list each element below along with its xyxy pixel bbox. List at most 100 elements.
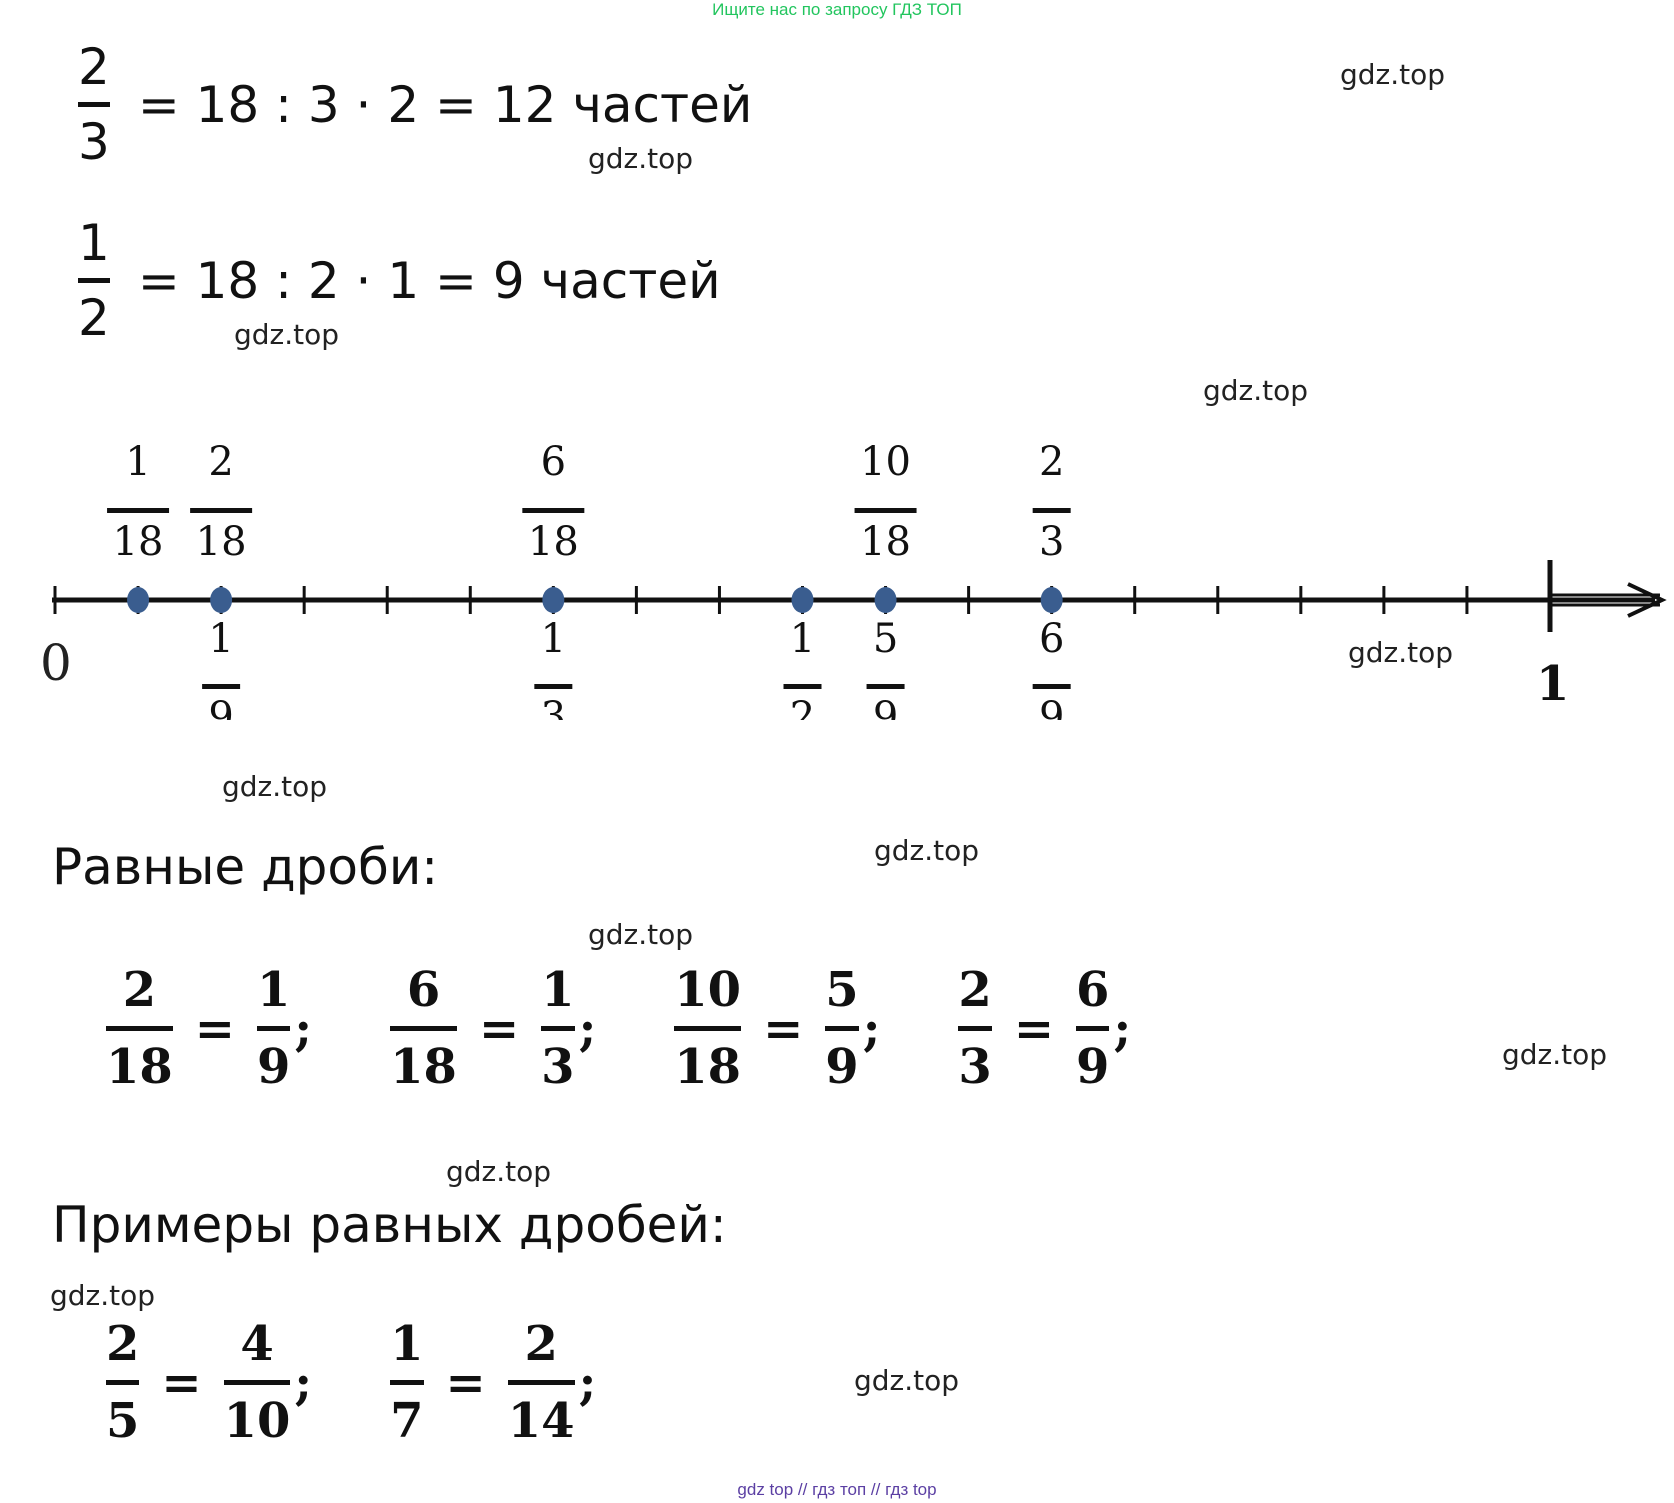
equal-fractions-row: 2 18 = 1 9; 6 18 = 1 3; 10 18 = 5 9; 2 3 = 6 9;: [106, 962, 1131, 1095]
denominator: 18: [390, 1039, 457, 1095]
watermark: gdz.top: [50, 1279, 156, 1312]
denominator: 5: [106, 1393, 140, 1449]
equals-sign: =: [763, 1000, 804, 1057]
numerator: 10: [860, 439, 911, 485]
point: [791, 587, 814, 613]
denominator: 18: [674, 1039, 742, 1095]
fraction-bar: [866, 684, 905, 689]
watermark: gdz.top: [874, 834, 980, 867]
numerator: 6: [406, 962, 441, 1018]
fraction-bar: [257, 1026, 291, 1031]
calc-line-1: 2 3 = 18 : 3 · 2 = 12 частей: [78, 42, 752, 167]
denominator: 7: [390, 1393, 424, 1449]
watermark: gdz.top: [234, 318, 340, 351]
separator: ;: [294, 1000, 313, 1057]
fraction-bar: [1032, 684, 1071, 689]
denominator: 9: [873, 694, 898, 720]
denominator: 18: [196, 519, 247, 565]
fraction-label: 10 18: [854, 439, 917, 565]
numerator: 2: [208, 439, 233, 485]
numerator: 1: [208, 616, 233, 662]
numerator: 1: [125, 439, 150, 485]
denominator: 3: [958, 1039, 992, 1095]
left-fraction: 2 18: [106, 962, 173, 1095]
left-fraction: 6 18: [390, 962, 457, 1095]
calc-expression: = 18 : 3 · 2 = 12 частей: [137, 75, 753, 134]
fraction-bar: [390, 1380, 424, 1385]
fraction-bar: [223, 1380, 291, 1385]
fraction-bar: [78, 278, 110, 283]
fraction-bar: [534, 684, 573, 689]
numerator: 1: [541, 616, 566, 662]
denominator: 2: [790, 694, 815, 720]
denominator: 18: [528, 519, 579, 565]
numerator: 1: [257, 962, 291, 1018]
denominator: 9: [825, 1039, 859, 1095]
numerator: 2: [1039, 439, 1064, 485]
top-banner: Ищите нас по запросу ГДЗ ТОП: [712, 0, 962, 19]
equal-heading: Равные дроби:: [52, 838, 439, 896]
separator: ;: [1113, 1000, 1132, 1057]
watermark: gdz.top: [222, 770, 328, 803]
fraction-bar: [674, 1026, 742, 1031]
equals-sign: =: [161, 1354, 202, 1411]
point: [874, 587, 897, 613]
fraction-label: 2 18: [190, 439, 253, 565]
fraction-label: 6 18: [522, 439, 585, 565]
numerator: 1: [78, 214, 110, 272]
fraction-label: 12: [783, 616, 822, 720]
fraction-equality: 2 18 = 1 9;: [106, 962, 312, 1095]
fraction-equality: 2 5 = 4 10;: [106, 1316, 312, 1449]
denominator: 10: [223, 1393, 291, 1449]
numerator: 6: [541, 439, 566, 485]
points: [127, 587, 1063, 613]
zero-label: 0: [40, 634, 72, 692]
denominator: 18: [106, 1039, 173, 1095]
right-fraction: 2 14: [507, 1316, 575, 1449]
fraction-bar: [390, 1026, 457, 1031]
equals-sign: =: [478, 1000, 520, 1057]
one-label: 1: [1536, 656, 1569, 712]
numerator: 2: [524, 1316, 558, 1372]
fraction-bar: [190, 508, 253, 513]
denominator: 9: [1076, 1039, 1110, 1095]
numerator: 1: [790, 616, 815, 662]
separator: ;: [578, 1354, 597, 1411]
fraction-bar: [107, 508, 170, 513]
denominator: 14: [507, 1393, 575, 1449]
equals-sign: =: [1013, 1000, 1055, 1057]
bottom-banner: gdz top // гдз топ // гдз top: [737, 1480, 937, 1499]
numerator: 6: [1076, 962, 1110, 1018]
fraction-equality: 1 7 = 2 14;: [390, 1316, 596, 1449]
numerator: 6: [1039, 616, 1064, 662]
fraction-label: 19: [202, 616, 241, 720]
numerator: 5: [825, 962, 859, 1018]
fraction-bar: [106, 1380, 140, 1385]
denominator: 3: [78, 113, 110, 171]
equals-sign: =: [194, 1000, 236, 1057]
fraction-label: 23: [1032, 439, 1071, 565]
fraction-equality: 10 18 = 5 9;: [674, 962, 880, 1095]
watermark: gdz.top: [854, 1364, 960, 1397]
fraction-bar: [522, 508, 585, 513]
calc-expression: = 18 : 2 · 1 = 9 частей: [137, 251, 721, 310]
denominator: 3: [541, 694, 566, 720]
watermark: gdz.top: [588, 918, 694, 951]
fraction-bar: [507, 1380, 575, 1385]
fraction-bar: [1032, 508, 1071, 513]
fraction-bar: [202, 684, 241, 689]
denominator: 9: [1039, 694, 1064, 720]
denominator: 9: [208, 694, 233, 720]
fraction-label: 1 18: [107, 439, 170, 565]
fraction-label: 59: [866, 616, 905, 720]
fraction-bar: [78, 102, 110, 107]
watermark: gdz.top: [588, 142, 694, 175]
numerator: 1: [390, 1316, 424, 1372]
fraction-equality: 6 18 = 1 3;: [390, 962, 596, 1095]
equals-sign: =: [445, 1354, 486, 1411]
